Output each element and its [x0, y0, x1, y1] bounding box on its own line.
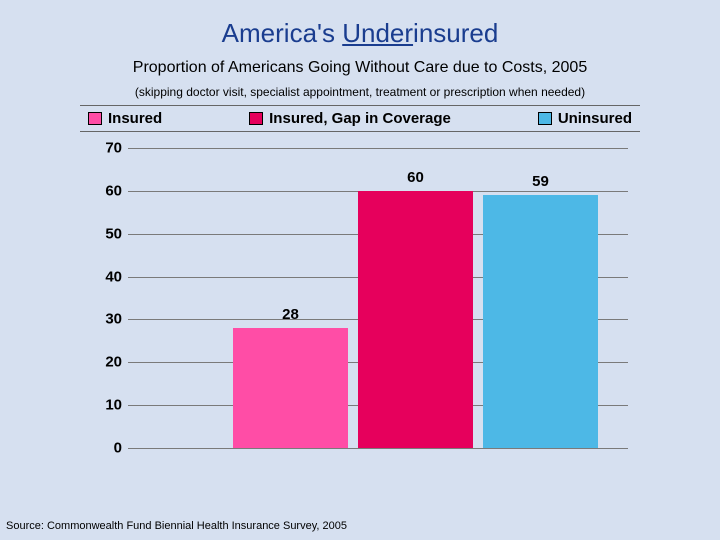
page-title: America's Underinsured	[0, 18, 720, 49]
legend-swatch	[538, 112, 552, 125]
title-suffix: insured	[413, 18, 498, 48]
legend-label: Uninsured	[558, 110, 632, 127]
chart-plot-area	[128, 148, 628, 448]
y-axis-label: 70	[88, 140, 122, 157]
bar-value-label: 60	[407, 169, 424, 186]
subtitle: Proportion of Americans Going Without Ca…	[0, 59, 720, 77]
bar-chart: 0 10 20 30 40 50 60 70 28 60 59	[80, 138, 640, 468]
bar	[358, 191, 473, 448]
title-underlined: Under	[342, 18, 413, 48]
y-axis-label: 0	[88, 440, 122, 457]
gridline	[128, 448, 628, 449]
bar	[233, 328, 348, 448]
title-prefix: America's	[222, 18, 343, 48]
legend-label: Insured	[108, 110, 162, 127]
legend-swatch	[88, 112, 102, 125]
legend-item: Uninsured	[538, 110, 632, 127]
source-citation: Source: Commonwealth Fund Biennial Healt…	[6, 520, 347, 532]
y-axis-label: 20	[88, 354, 122, 371]
legend: Insured Insured, Gap in Coverage Uninsur…	[80, 105, 640, 132]
y-axis-label: 10	[88, 397, 122, 414]
slide: America's Underinsured Proportion of Ame…	[0, 0, 720, 540]
y-axis-label: 40	[88, 268, 122, 285]
y-axis-label: 60	[88, 182, 122, 199]
legend-item: Insured, Gap in Coverage	[249, 110, 451, 127]
bar	[483, 195, 598, 448]
sub-subtitle: (skipping doctor visit, specialist appoi…	[0, 85, 720, 99]
gridline	[128, 148, 628, 149]
legend-label: Insured, Gap in Coverage	[269, 110, 451, 127]
legend-item: Insured	[88, 110, 162, 127]
y-axis-label: 30	[88, 311, 122, 328]
legend-swatch	[249, 112, 263, 125]
bar-value-label: 28	[282, 306, 299, 323]
bar-value-label: 59	[532, 173, 549, 190]
y-axis-label: 50	[88, 225, 122, 242]
